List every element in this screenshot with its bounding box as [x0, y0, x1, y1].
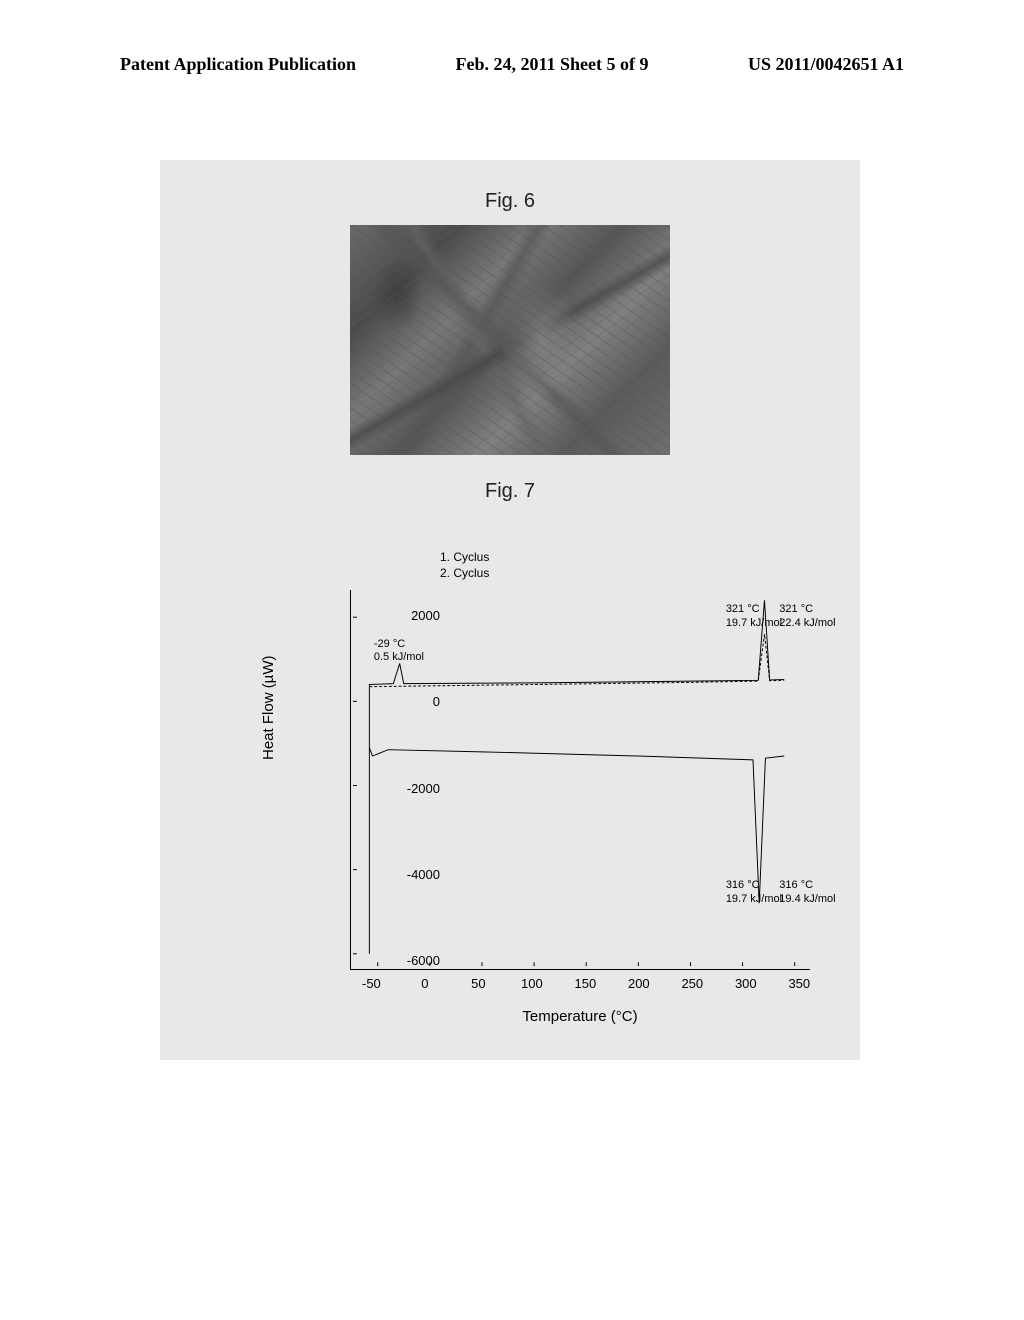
chart-legend: 1. Cyclus 2. Cyclus: [440, 550, 489, 581]
content-panel: Fig. 6 Fig. 7 1. Cyclus 2. Cyclus Heat F…: [160, 160, 860, 1060]
annotation-top-right-1: 321 °C19.7 kJ/mol: [726, 603, 782, 631]
x-tick-label: 0: [405, 976, 445, 991]
figure-7-chart: 1. Cyclus 2. Cyclus Heat Flow (µW) Tempe…: [270, 530, 830, 1030]
x-tick-label: 100: [512, 976, 552, 991]
x-tick-label: 250: [672, 976, 712, 991]
x-tick-label: -50: [351, 976, 391, 991]
header-center: Feb. 24, 2011 Sheet 5 of 9: [456, 54, 649, 75]
figure-6-label: Fig. 6: [160, 190, 860, 213]
y-tick-label: -6000: [360, 953, 440, 968]
y-tick-label: -4000: [360, 867, 440, 882]
header-left: Patent Application Publication: [120, 54, 356, 75]
figure-6-micrograph: [350, 225, 670, 455]
y-tick-label: -2000: [360, 781, 440, 796]
x-tick-label: 350: [779, 976, 819, 991]
annotation-top-left: -29 °C0.5 kJ/mol: [374, 638, 424, 666]
x-tick-label: 150: [565, 976, 605, 991]
y-tick-label: 2000: [360, 608, 440, 623]
annotation-bottom-2: 316 °C19.4 kJ/mol: [779, 879, 835, 907]
y-tick-label: 0: [360, 694, 440, 709]
x-tick-label: 200: [619, 976, 659, 991]
x-tick-label: 300: [726, 976, 766, 991]
legend-item-1: 1. Cyclus: [440, 550, 489, 566]
legend-item-2: 2. Cyclus: [440, 566, 489, 582]
header-right: US 2011/0042651 A1: [748, 54, 904, 75]
x-tick-label: 50: [458, 976, 498, 991]
page-header: Patent Application Publication Feb. 24, …: [120, 54, 904, 75]
annotation-top-right-2: 321 °C22.4 kJ/mol: [779, 603, 835, 631]
x-axis-label: Temperature (°C): [350, 1008, 810, 1025]
y-axis-label: Heat Flow (µW): [260, 656, 277, 760]
annotation-bottom-1: 316 °C19.7 kJ/mol: [726, 879, 782, 907]
figure-7-label: Fig. 7: [160, 480, 860, 503]
